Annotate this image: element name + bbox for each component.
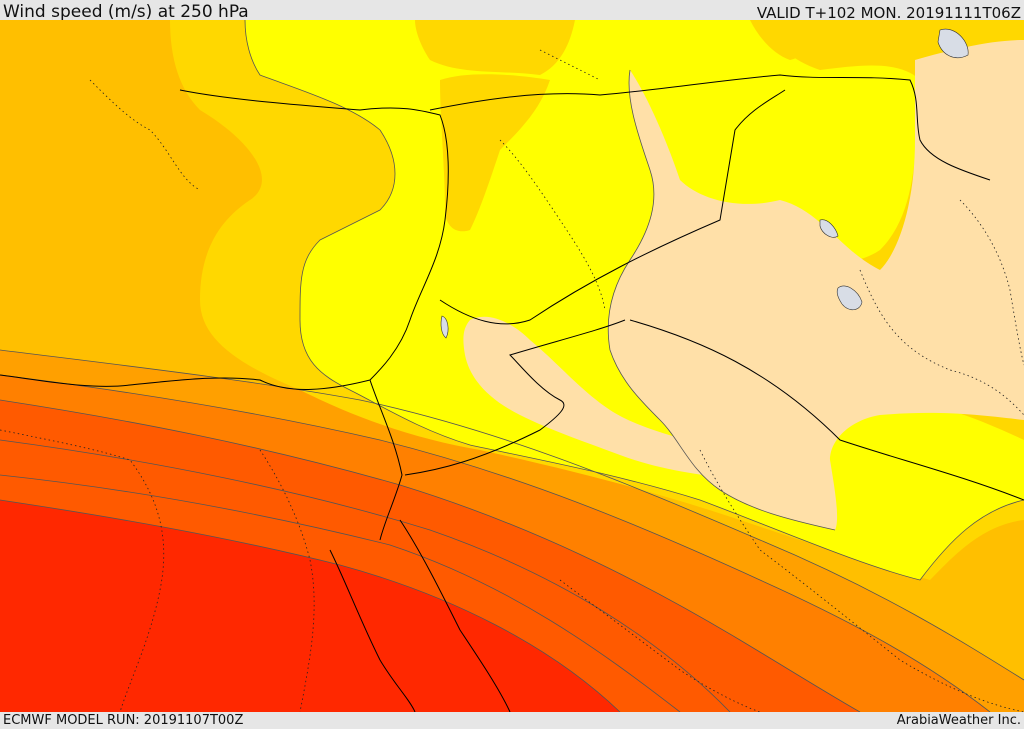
- model-run-label: ECMWF MODEL RUN: 20191107T00Z: [3, 713, 244, 728]
- lake-van: [937, 28, 969, 59]
- wind-band-gold-levant: [440, 74, 550, 232]
- lake-dead-sea: [440, 315, 449, 339]
- wind-band-red: [0, 500, 620, 712]
- map-canvas: [0, 20, 1024, 712]
- wind-speed-map: [0, 20, 1024, 712]
- admin-boundaries: [0, 49, 1024, 712]
- lake-tharthar: [836, 285, 863, 311]
- wind-band-pale-east: [608, 40, 1024, 530]
- borders: [0, 74, 1024, 712]
- wind-band-gold-north: [415, 20, 575, 75]
- wind-band-pale-jordan: [463, 316, 742, 480]
- header-bar: Wind speed (m/s) at 250 hPa VALID T+102 …: [0, 0, 1024, 22]
- lake-habbaniyah: [819, 219, 839, 238]
- footer-bar: ECMWF MODEL RUN: 20191107T00Z ArabiaWeat…: [0, 712, 1024, 729]
- contour-lines: [0, 20, 1024, 712]
- map-title: Wind speed (m/s) at 250 hPa: [3, 2, 249, 22]
- valid-time: VALID T+102 MON. 20191111T06Z: [756, 4, 1021, 22]
- credit-label: ArabiaWeather Inc.: [896, 713, 1021, 728]
- wind-band-gold-ne: [750, 20, 825, 60]
